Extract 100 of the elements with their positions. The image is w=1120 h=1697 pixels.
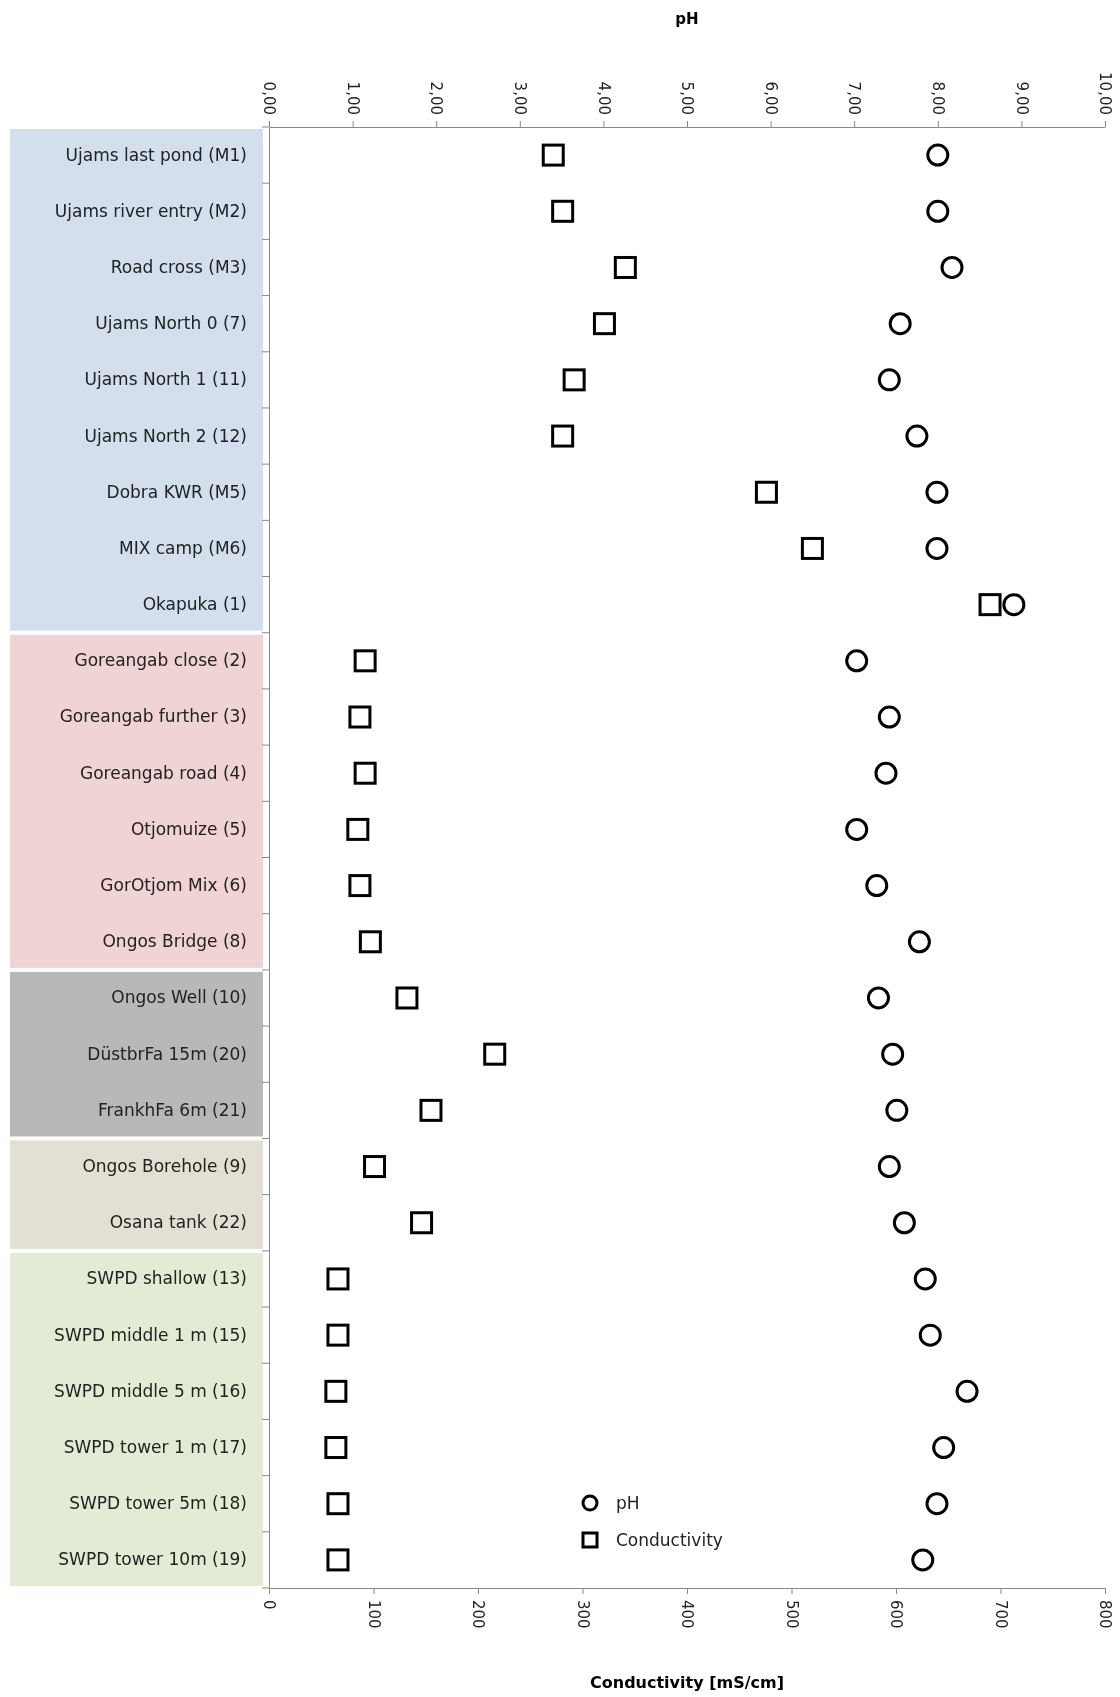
- x-tick-label: 600: [887, 1600, 906, 1629]
- y-tick-label: SWPD tower 1 m (17): [63, 1436, 247, 1457]
- point: [410, 1211, 434, 1235]
- point: [955, 1379, 979, 1403]
- point: [353, 649, 377, 673]
- y-tick-label: SWPD tower 10m (19): [58, 1549, 247, 1570]
- y-tick-label: DüstbrFa 15m (20): [87, 1043, 247, 1064]
- y-tick-label: GorOtjom Mix (6): [100, 875, 247, 896]
- x2-tick-label: 5,00: [678, 81, 697, 115]
- point: [324, 1436, 348, 1460]
- point: [877, 1155, 901, 1179]
- y-tick-label: Osana tank (22): [109, 1212, 247, 1233]
- x2-tick-label: 8,00: [929, 81, 948, 115]
- y-tick-label: MIX camp (M6): [119, 537, 247, 558]
- y-tick-label: Otjomuize (5): [130, 818, 247, 839]
- point: [885, 1098, 909, 1122]
- x-tick-label: 200: [469, 1600, 488, 1629]
- point: [353, 761, 377, 785]
- x-tick-label: 100: [364, 1600, 383, 1629]
- x2-tick-label: 7,00: [845, 81, 864, 115]
- point: [754, 480, 778, 504]
- y-tick-label: SWPD shallow (13): [86, 1268, 247, 1289]
- point: [358, 930, 382, 954]
- point: [877, 368, 901, 392]
- point: [346, 817, 370, 841]
- x2-axis-title: pH: [675, 10, 699, 28]
- y-tick-label: Dobra KWR (M5): [106, 481, 247, 502]
- x2-tick-label: 3,00: [511, 81, 530, 115]
- x2-tick-label: 1,00: [343, 81, 362, 115]
- point: [877, 705, 901, 729]
- point: [800, 536, 824, 560]
- point: [363, 1155, 387, 1179]
- point: [892, 1211, 916, 1235]
- point: [326, 1492, 350, 1516]
- point: [865, 874, 889, 898]
- x2-tick-label: 10,00: [1096, 72, 1115, 115]
- y-tick-label: Ujams North 0 (7): [95, 313, 247, 334]
- x2-tick-label: 4,00: [594, 81, 613, 115]
- point: [551, 424, 575, 448]
- y-tick-label: Ongos Borehole (9): [82, 1156, 247, 1176]
- y-tick-label: Ujams North 1 (11): [84, 369, 247, 390]
- x-tick-label: 700: [991, 1600, 1010, 1629]
- point: [326, 1323, 350, 1347]
- point: [932, 1436, 956, 1460]
- x-tick-label: 300: [573, 1600, 592, 1629]
- x2-tick-label: 2,00: [427, 81, 446, 115]
- point: [845, 817, 869, 841]
- x-tick-label: 0: [260, 1600, 279, 1610]
- point: [881, 1042, 905, 1066]
- y-tick-label: FrankhFa 6m (21): [97, 1099, 247, 1120]
- y-tick-label: Okapuka (1): [142, 594, 247, 615]
- y-tick-label: Goreangab close (2): [74, 650, 247, 671]
- x-tick-label: 500: [782, 1600, 801, 1629]
- legend-label: Conductivity: [616, 1529, 723, 1550]
- y-tick-label: Goreangab further (3): [59, 706, 247, 727]
- point: [926, 143, 950, 167]
- point: [918, 1323, 942, 1347]
- point: [888, 312, 912, 336]
- y-tick-label: Road cross (M3): [110, 256, 247, 277]
- legend-label: pH: [616, 1492, 640, 1513]
- x2-tick-label: 6,00: [761, 81, 780, 115]
- point: [348, 705, 372, 729]
- y-tick-label: Ongos Well (10): [111, 987, 247, 1008]
- point: [483, 1042, 507, 1066]
- x2-tick-label: 0,00: [260, 81, 279, 115]
- y-tick-label: Ongos Bridge (8): [102, 931, 247, 952]
- point: [874, 761, 898, 785]
- point: [940, 255, 964, 279]
- point: [541, 143, 565, 167]
- y-tick-label: Ujams river entry (M2): [54, 200, 247, 221]
- point: [395, 986, 419, 1010]
- point: [326, 1267, 350, 1291]
- point: [866, 986, 890, 1010]
- point: [907, 930, 931, 954]
- point: [925, 1492, 949, 1516]
- point: [913, 1267, 937, 1291]
- point: [592, 312, 616, 336]
- point: [925, 536, 949, 560]
- point: [925, 480, 949, 504]
- point: [1002, 593, 1026, 617]
- point: [926, 199, 950, 223]
- x-tick-label: 800: [1096, 1600, 1115, 1629]
- point: [551, 199, 575, 223]
- y-tick-label: Ujams North 2 (12): [84, 425, 247, 446]
- y-tick-label: SWPD tower 5m (18): [69, 1493, 247, 1514]
- point: [978, 593, 1002, 617]
- point: [613, 255, 637, 279]
- point: [324, 1379, 348, 1403]
- x-tick-label: 400: [678, 1600, 697, 1629]
- x-axis-title: Conductivity [mS/cm]: [590, 1673, 784, 1692]
- point: [419, 1098, 443, 1122]
- point: [911, 1548, 935, 1572]
- y-tick-label: SWPD middle 1 m (15): [54, 1324, 247, 1345]
- y-tick-label: Ujams last pond (M1): [65, 144, 247, 165]
- point: [326, 1548, 350, 1572]
- y-tick-label: SWPD middle 5 m (16): [54, 1380, 247, 1401]
- y-tick-label: Goreangab road (4): [80, 762, 247, 783]
- point: [562, 368, 586, 392]
- point: [845, 649, 869, 673]
- point: [348, 874, 372, 898]
